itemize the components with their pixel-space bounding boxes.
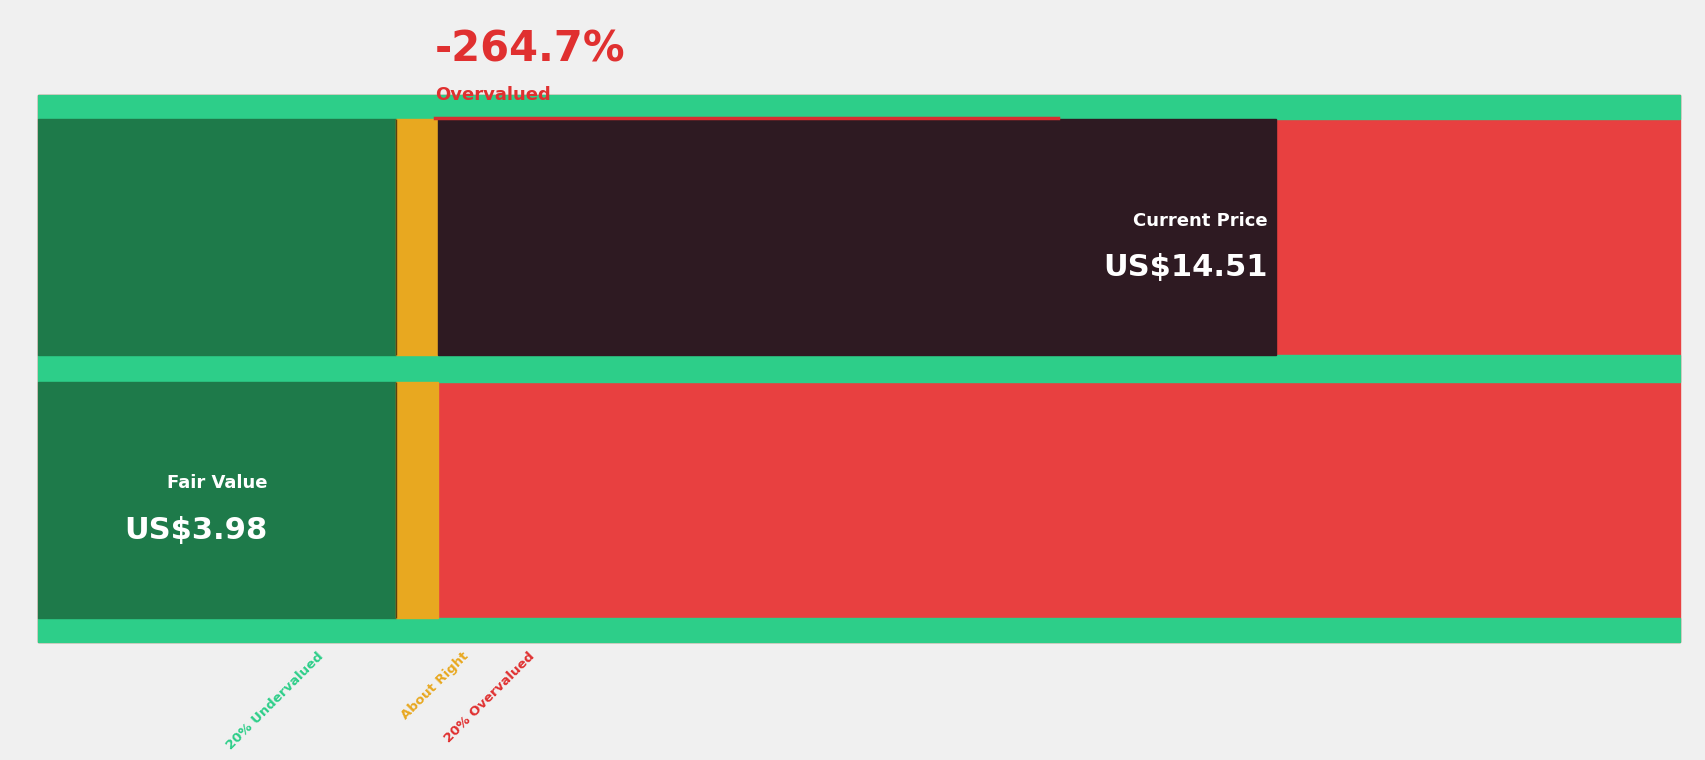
Text: Overvalued: Overvalued: [435, 86, 551, 104]
Bar: [38, 95, 1679, 642]
Text: About Right: About Right: [399, 650, 471, 722]
Bar: [438, 119, 1275, 356]
Text: 20% Undervalued: 20% Undervalued: [223, 650, 326, 752]
Text: 20% Overvalued: 20% Overvalued: [442, 650, 537, 745]
Text: US$3.98: US$3.98: [124, 516, 268, 545]
Text: -264.7%: -264.7%: [435, 28, 626, 71]
Text: Fair Value: Fair Value: [167, 474, 268, 492]
Text: US$14.51: US$14.51: [1103, 253, 1267, 282]
Bar: [396, 119, 438, 356]
Bar: [38, 618, 1679, 642]
Bar: [38, 382, 396, 618]
Bar: [38, 95, 1679, 119]
Bar: [396, 382, 438, 618]
Bar: [38, 356, 1679, 382]
Bar: [38, 119, 396, 356]
Text: Current Price: Current Price: [1132, 211, 1267, 230]
